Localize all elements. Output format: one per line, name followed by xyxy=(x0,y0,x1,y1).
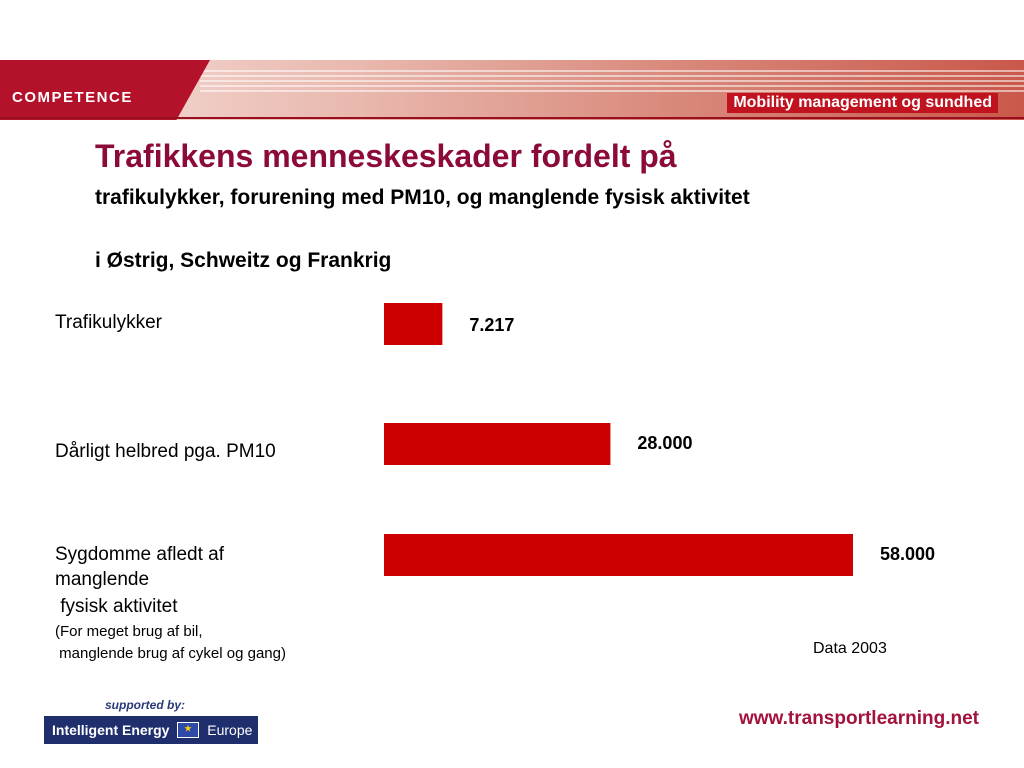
bar-value-label-2: 58.000 xyxy=(880,544,935,564)
slide-subtitle-countries: i Østrig, Schweitz og Frankrig xyxy=(95,249,392,272)
category-label-inactivity-line1: Sygdomme afledt af xyxy=(55,544,224,565)
bar-1 xyxy=(384,423,611,465)
category-note-line1: (For meget brug af bil, xyxy=(55,623,203,640)
iee-logo-europe: Europe xyxy=(207,722,253,738)
category-note-line2: manglende brug af cykel og gang) xyxy=(55,645,286,662)
intelligent-energy-europe-logo: Intelligent Energy Europe xyxy=(44,716,258,744)
header-divider xyxy=(0,117,1024,119)
header-stripes xyxy=(200,70,1024,92)
logo-text: COMPETENCE xyxy=(12,89,133,106)
iee-logo-text: Intelligent Energy xyxy=(52,722,170,738)
category-label-pm10: Dårligt helbred pga. PM10 xyxy=(55,441,276,462)
data-source-note: Data 2003 xyxy=(813,640,887,657)
supported-by-label: supported by: xyxy=(105,698,185,712)
bar-2 xyxy=(384,534,853,576)
eu-flag-icon xyxy=(177,722,200,739)
header-subtitle: Mobility management og sundhed xyxy=(727,93,998,113)
category-label-traffic-accidents: Trafikulykker xyxy=(55,312,162,333)
slide-subtitle: trafikulykker, forurening med PM10, og m… xyxy=(95,186,750,209)
category-label-inactivity-line3: fysisk aktivitet xyxy=(55,596,178,617)
bar-value-label-0: 7.217 xyxy=(469,315,514,335)
bar-value-label-1: 28.000 xyxy=(637,433,692,453)
bar-0 xyxy=(384,303,443,345)
competence-logo xyxy=(0,60,210,120)
slide-title: Trafikkens menneskeskader fordelt på xyxy=(95,138,677,174)
website-link[interactable]: www.transportlearning.net xyxy=(739,708,979,729)
category-label-inactivity-line2: manglende xyxy=(55,569,150,590)
